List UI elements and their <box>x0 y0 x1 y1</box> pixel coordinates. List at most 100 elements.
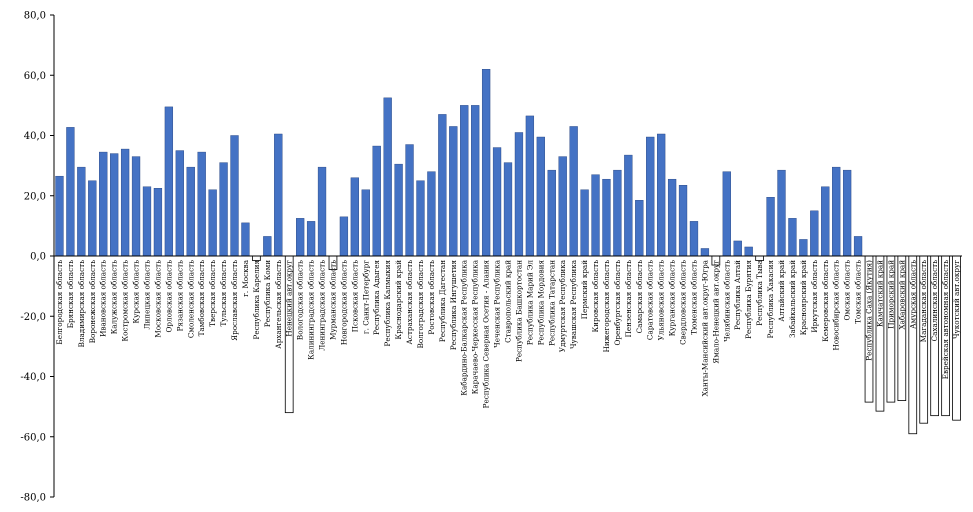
category-label: Вологодская область <box>296 260 305 340</box>
bar <box>744 246 753 257</box>
category-label: Забайкальский край <box>788 260 797 338</box>
bar <box>99 151 108 257</box>
category-label: Тамбовская область <box>197 260 206 336</box>
category-label: Карачаево-Черкесская Республика <box>471 259 480 394</box>
category-label: Томская область <box>854 260 863 324</box>
category-label: Республика Коми <box>263 260 272 327</box>
category-label: Республика Дагестан <box>438 260 447 342</box>
category-label: Чукотский авт.округ <box>952 260 961 339</box>
bar <box>536 136 545 257</box>
bar <box>153 188 163 257</box>
category-label: Республика Башкортостан <box>514 260 523 362</box>
category-label: Алтайский край <box>777 260 786 322</box>
category-label: Республика Тыва <box>755 259 764 325</box>
bar <box>842 169 852 257</box>
bar <box>142 186 152 257</box>
category-label: Республика Северная Осетия - Алания <box>482 260 491 409</box>
category-label: Чеченская Республика <box>493 259 502 348</box>
category-label: Пензенская область <box>624 260 633 337</box>
category-label: Чувашская Республика <box>569 259 578 349</box>
category-label: Мурманская область <box>328 260 337 340</box>
y-tick-label: -60,0 <box>20 432 46 443</box>
category-label: Ставропольский край <box>504 260 513 343</box>
category-label: Ивановская область <box>99 260 108 337</box>
bar <box>569 126 578 257</box>
bar <box>788 218 797 257</box>
y-tick-label: 40,0 <box>24 131 46 142</box>
category-label: Республика Карелия <box>252 260 261 340</box>
bar <box>558 156 567 257</box>
y-tick-label: -20,0 <box>20 312 46 323</box>
category-label: Кемеровская область <box>821 260 830 342</box>
category-label: Курская область <box>132 260 141 324</box>
bar <box>832 166 841 257</box>
bar <box>383 97 392 257</box>
bar <box>252 255 261 261</box>
category-label: Пермский край <box>580 260 589 319</box>
category-label: Саратовская область <box>646 260 655 340</box>
bar <box>88 180 97 257</box>
category-label: Самарская область <box>635 260 644 333</box>
bar <box>602 178 611 257</box>
bar <box>110 153 119 257</box>
bar <box>733 240 742 257</box>
category-label: Белгородская область <box>55 260 64 345</box>
bar <box>416 180 425 257</box>
category-label: Ямало-Ненецкий авт.округ <box>711 260 720 364</box>
category-label: Архангельская область <box>274 260 283 349</box>
bar <box>350 177 359 257</box>
category-label: Ульяновская область <box>657 260 666 341</box>
bar <box>580 189 589 257</box>
y-axis: 80,0 60,0 40,0 20,0 0,0 -20,0 -40,0 -60,0 -80,0 <box>20 11 55 504</box>
bar <box>306 221 316 257</box>
category-label: Магаданская область <box>919 260 928 342</box>
category-label: Новгородская область <box>339 260 348 345</box>
category-label: Брянская область <box>66 260 75 328</box>
category-label: Республика Бурятия <box>744 260 753 339</box>
y-tick-label: 80,0 <box>24 11 46 22</box>
y-tick-label: -80,0 <box>20 493 46 504</box>
category-label: Оренбургская область <box>613 260 622 346</box>
category-label: Тульская область <box>219 260 228 327</box>
bar <box>186 166 195 257</box>
bar <box>514 132 524 257</box>
bar <box>394 163 403 257</box>
bar <box>175 150 184 257</box>
bar <box>810 210 819 257</box>
bar <box>646 136 655 257</box>
category-label: Калужская область <box>110 260 119 334</box>
category-label: Омская область <box>843 260 852 321</box>
category-label: Липецкая область <box>142 260 151 330</box>
bar <box>503 162 513 257</box>
bar <box>427 171 436 257</box>
bar <box>471 105 480 257</box>
bar <box>613 169 622 257</box>
category-label: Краснодарский край <box>394 260 403 340</box>
bar <box>208 189 217 257</box>
bar <box>755 255 764 261</box>
category-label: Орловская область <box>164 260 173 333</box>
category-label: г. Санкт-Петербург <box>361 260 370 334</box>
bar <box>449 126 458 257</box>
bar <box>667 178 677 257</box>
bar <box>120 148 130 257</box>
bar <box>689 221 699 257</box>
category-label: Амурская область <box>908 260 917 329</box>
category-label: Сахалинская область <box>930 260 939 341</box>
bar <box>219 162 228 257</box>
category-label: Ленинградская область <box>318 260 327 351</box>
bar <box>339 216 349 257</box>
category-label: Республика Хакасия <box>766 260 775 339</box>
bar <box>624 154 633 257</box>
category-label: Ненецкий авт.округ <box>285 260 294 337</box>
category-label: Тверская область <box>208 260 217 327</box>
y-tick-label: 60,0 <box>24 71 46 82</box>
bar <box>77 166 86 257</box>
y-tick-label: 20,0 <box>24 191 46 202</box>
category-label: Еврейская автономная область <box>941 260 950 379</box>
category-label: Калининградская область <box>307 260 316 360</box>
bar <box>700 248 710 257</box>
category-label: г. Москва <box>241 259 250 297</box>
bar <box>547 169 556 257</box>
